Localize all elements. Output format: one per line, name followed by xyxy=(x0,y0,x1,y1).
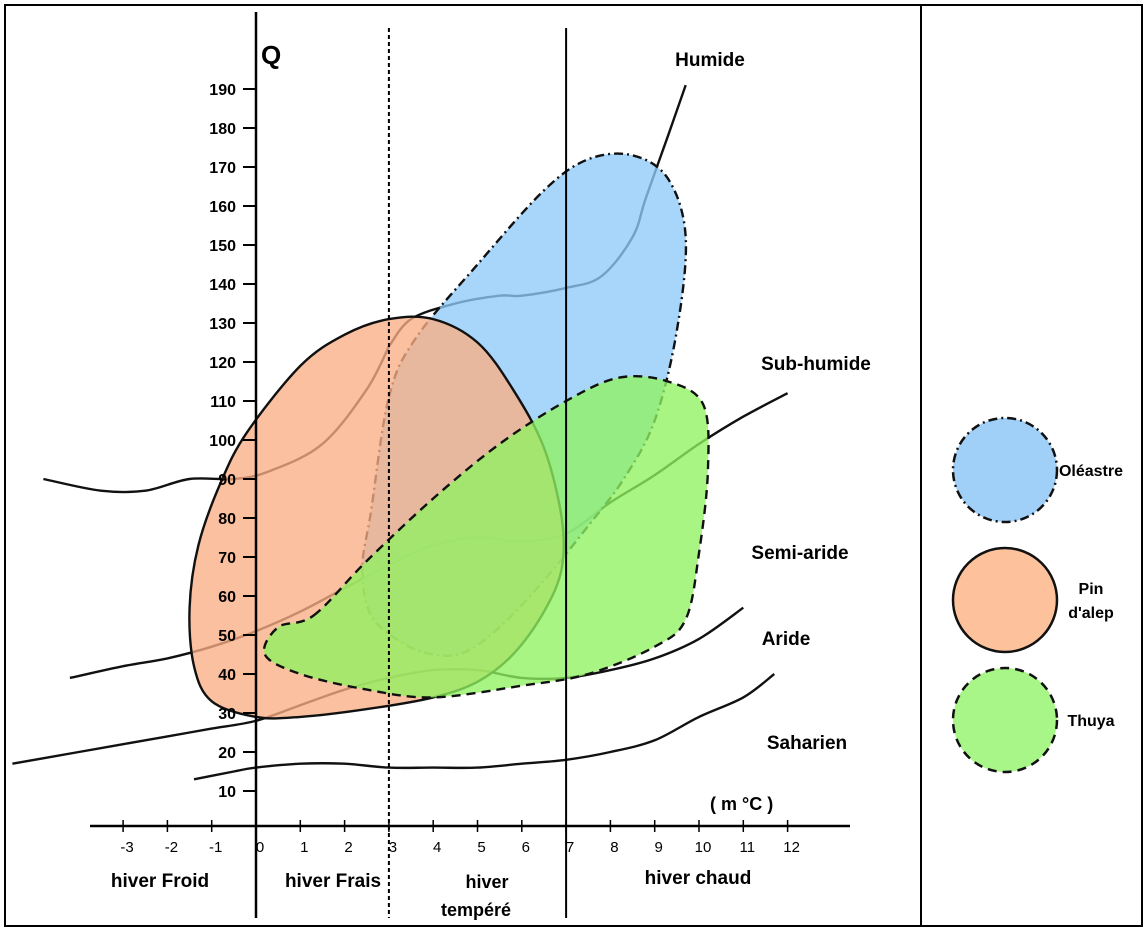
axes-layer: 1020304050607080901001101201301401501601… xyxy=(90,12,850,918)
x-tick-label: -3 xyxy=(120,839,133,856)
x-tick-label: 0 xyxy=(256,839,264,856)
boundary-label-semi-aride: Semi-aride xyxy=(751,543,848,564)
x-tick-label: 8 xyxy=(610,839,618,856)
x-tick-label: 2 xyxy=(344,839,352,856)
legend-label-oleastre: Oléastre xyxy=(1059,463,1123,480)
x-tick-label: 7 xyxy=(566,839,574,856)
x-tick-label: -2 xyxy=(165,839,178,856)
y-tick-label: 140 xyxy=(209,277,236,294)
legend-swatch-pin-d-alep xyxy=(951,546,1059,654)
y-tick-label: 30 xyxy=(218,706,236,723)
regions-layer xyxy=(188,152,710,720)
legend-swatch-thuya xyxy=(951,666,1059,774)
y-tick-label: 60 xyxy=(218,589,236,606)
y-tick-label: 20 xyxy=(218,745,236,762)
y-tick-label: 80 xyxy=(218,511,236,528)
x-tick-label: 5 xyxy=(477,839,485,856)
boundary-label-saharien: Saharien xyxy=(767,733,847,754)
y-tick-label: 90 xyxy=(218,472,236,489)
y-tick-label: 150 xyxy=(209,238,236,255)
y-tick-label: 40 xyxy=(218,667,236,684)
y-tick-label: 180 xyxy=(209,121,236,138)
zone-label-hiver-tempere-line2: tempéré xyxy=(441,900,511,920)
y-tick-label: 50 xyxy=(218,628,236,645)
y-axis-label: Q xyxy=(261,40,281,70)
x-tick-label: 11 xyxy=(740,839,756,856)
x-tick-label: 12 xyxy=(783,839,800,856)
boundary-line-saharien xyxy=(193,673,776,781)
x-tick-label: 1 xyxy=(300,839,308,856)
zone-label-hiver-chaud: hiver chaud xyxy=(645,868,752,889)
x-tick-label: 9 xyxy=(655,839,663,856)
y-tick-label: 190 xyxy=(209,82,236,99)
x-tick-label: 6 xyxy=(522,839,530,856)
y-tick-label: 160 xyxy=(209,199,236,216)
x-axis-label: ( m °C ) xyxy=(710,794,773,814)
boundary-label-humide: Humide xyxy=(675,50,745,71)
boundary-label-sub-humide: Sub-humide xyxy=(761,354,871,375)
x-tick-label: 10 xyxy=(695,839,712,856)
labels-layer: Q ( m °C ) hiver Froid hiver Frais hiver temp… xyxy=(111,40,871,920)
legend-label-thuya: Thuya xyxy=(1067,713,1114,730)
zone-label-hiver-tempere: hiver xyxy=(465,872,508,892)
zone-label-hiver-froid: hiver Froid xyxy=(111,871,209,892)
legend: Oléastre Pin d'alep Thuya xyxy=(951,416,1123,774)
region-thuya xyxy=(262,375,710,699)
y-tick-label: 70 xyxy=(218,550,236,567)
x-tick-label: 3 xyxy=(389,839,397,856)
y-tick-label: 10 xyxy=(218,784,236,801)
legend-swatch-oleastre xyxy=(951,416,1059,524)
legend-label-pin-d-alep: Pin d'alep xyxy=(1068,581,1114,622)
x-tick-label: -1 xyxy=(209,839,222,856)
y-tick-label: 120 xyxy=(209,355,236,372)
x-tick-label: 4 xyxy=(433,839,441,856)
y-tick-label: 170 xyxy=(209,160,236,177)
y-tick-label: 110 xyxy=(210,394,236,411)
zone-label-hiver-frais: hiver Frais xyxy=(285,871,381,892)
outer-border xyxy=(4,4,1143,927)
y-tick-label: 100 xyxy=(209,433,236,450)
boundary-label-aride: Aride xyxy=(762,629,811,650)
y-tick-label: 130 xyxy=(209,316,236,333)
